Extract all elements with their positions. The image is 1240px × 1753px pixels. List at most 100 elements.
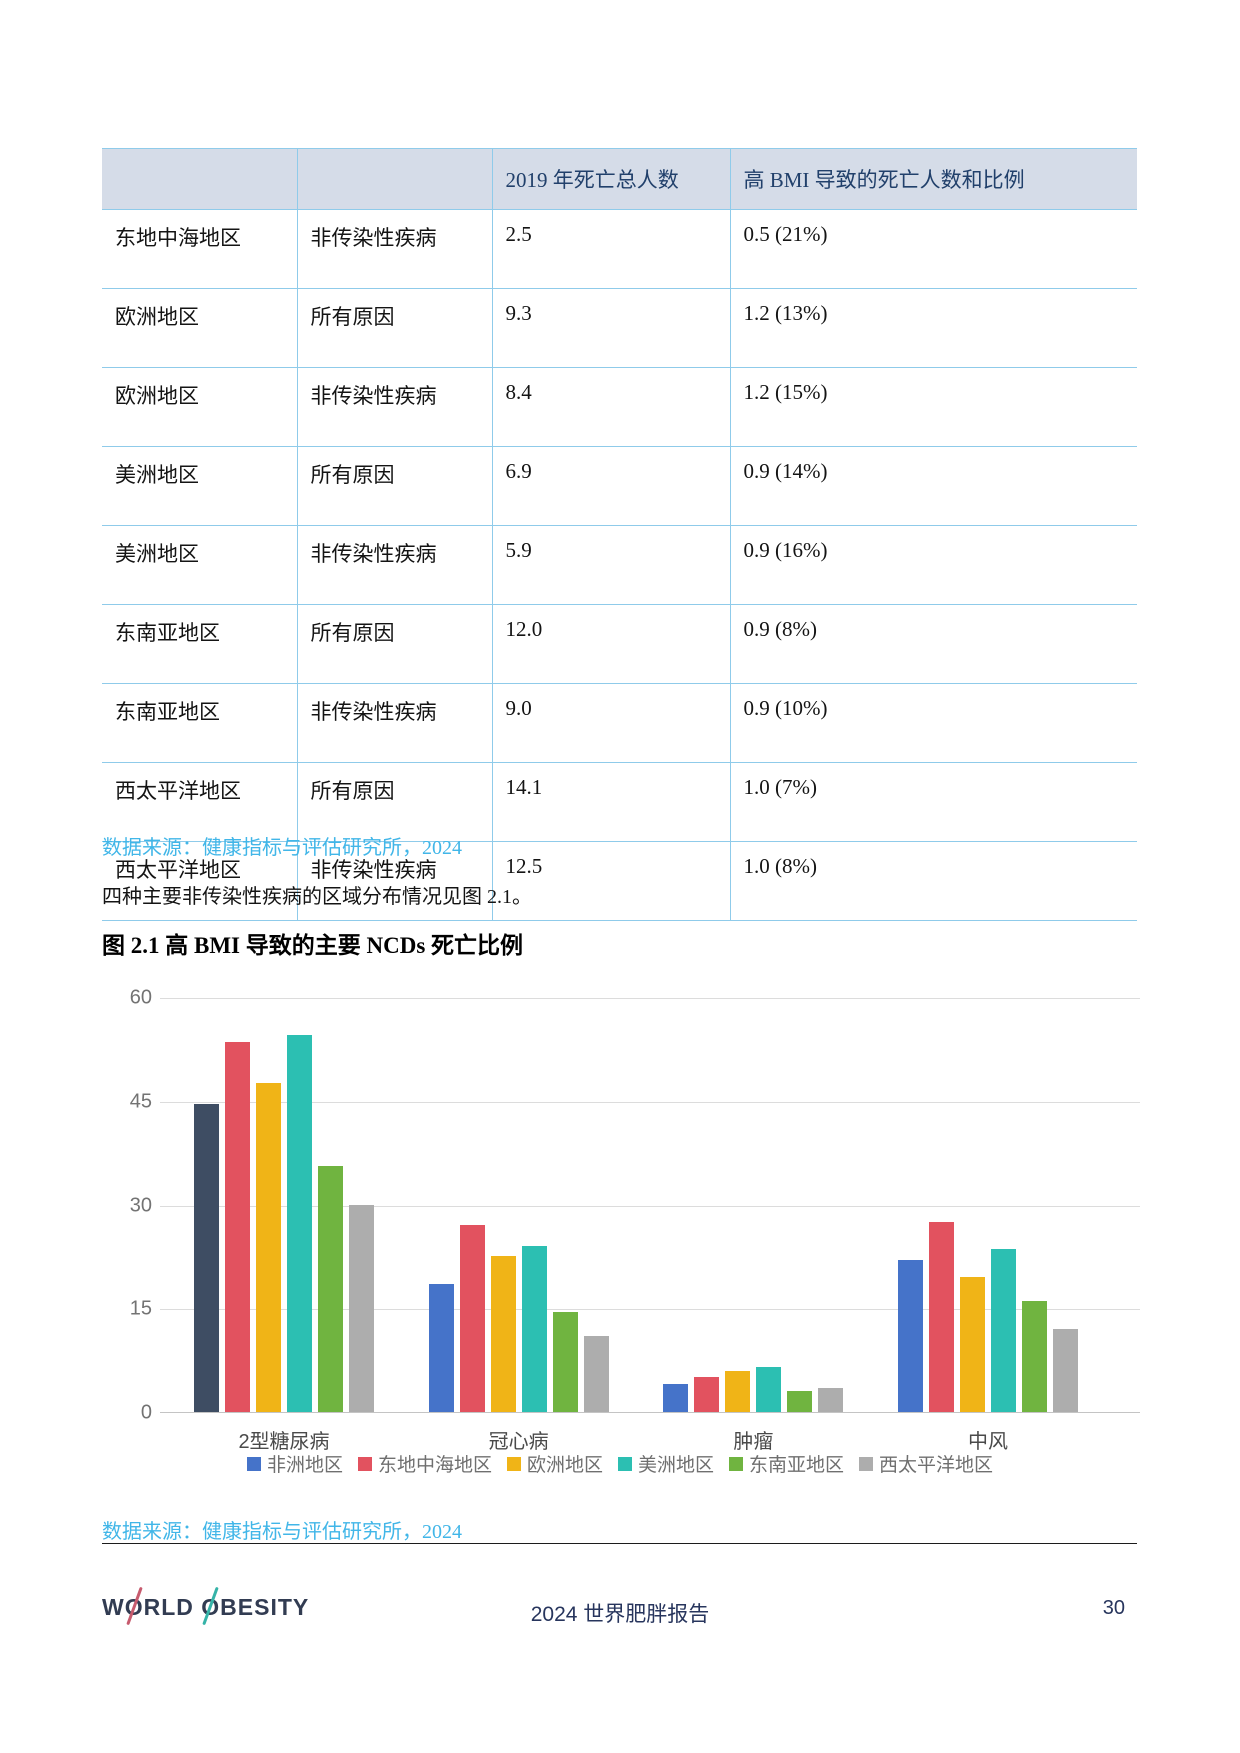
cause-cell: 所有原因: [296, 288, 492, 368]
page-number: 30: [1102, 1597, 1125, 1619]
region-cell: 美洲地区: [102, 446, 297, 526]
chart-bar: [898, 1259, 923, 1412]
total-deaths-cell: 8.4: [491, 367, 730, 447]
bmi-deaths-cell: 0.9 (16%): [729, 525, 1137, 605]
chart-bar: [960, 1277, 985, 1412]
total-deaths-cell: 12.5: [491, 841, 730, 921]
chart-bar: [552, 1311, 578, 1412]
bmi-deaths-cell: 1.2 (15%): [729, 367, 1137, 447]
figure-title: 图 2.1 高 BMI 导致的主要 NCDs 死亡比例: [102, 933, 524, 958]
table-row: 欧洲地区 非传染性疾病 8.4 1.2 (15%): [102, 367, 1137, 447]
legend-label: 非洲地区: [266, 1455, 343, 1476]
gridline: [160, 1412, 1140, 1413]
chart-bar: [318, 1166, 343, 1412]
chart-bar: [991, 1249, 1016, 1412]
chart-bar: [725, 1370, 751, 1412]
cause-cell: 非传染性疾病: [296, 683, 492, 763]
region-cell: 欧洲地区: [102, 367, 297, 447]
deaths-table: 2019 年死亡总人数 高 BMI 导致的死亡人数和比例 东地中海地区 非传染性疾…: [102, 148, 1137, 921]
footer-report-title: 2024 世界肥胖报告: [530, 1603, 710, 1626]
y-tick-label: 30: [129, 1194, 152, 1216]
total-deaths-cell: 9.3: [491, 288, 730, 368]
x-category-label: 冠心病: [488, 1431, 549, 1453]
total-deaths-cell: 14.1: [491, 762, 730, 842]
chart-bar: [787, 1391, 813, 1412]
region-cell: 西太平洋地区: [102, 762, 297, 842]
chart-bar: [256, 1083, 281, 1412]
chart-bar: [194, 1104, 219, 1412]
table-row: 西太平洋地区 所有原因 14.1 1.0 (7%): [102, 762, 1137, 842]
chart-bar: [490, 1256, 516, 1412]
bmi-deaths-cell: 0.9 (10%): [729, 683, 1137, 763]
cause-cell: 所有原因: [296, 446, 492, 526]
legend-label: 美洲地区: [638, 1455, 715, 1476]
x-category-label: 中风: [968, 1431, 1008, 1453]
region-cell: 东南亚地区: [102, 683, 297, 763]
logo-o-obesity: O: [201, 1586, 220, 1626]
chart-x-axis: 2型糖尿病 冠心病 肿瘤 中风: [160, 1425, 1140, 1453]
x-category-label: 肿瘤: [733, 1431, 774, 1453]
cause-cell: 非传染性疾病: [296, 367, 492, 447]
chart-bar: [694, 1377, 720, 1412]
legend-label: 西太平洋地区: [879, 1455, 994, 1476]
cause-cell: 所有原因: [296, 762, 492, 842]
y-tick-label: 15: [129, 1297, 152, 1320]
chart-bar: [521, 1246, 547, 1412]
total-deaths-cell: 6.9: [491, 446, 730, 526]
legend-item: 东南亚地区: [729, 1450, 844, 1477]
legend-item: 美洲地区: [618, 1450, 714, 1477]
table-row: 东地中海地区 非传染性疾病 2.5 0.5 (21%): [102, 209, 1137, 289]
region-cell: 美洲地区: [102, 525, 297, 605]
legend-swatch-icon: [357, 1456, 372, 1471]
chart-bar: [1022, 1301, 1047, 1412]
legend-swatch-icon: [859, 1456, 874, 1471]
table-body: 东地中海地区 非传染性疾病 2.5 0.5 (21%) 欧洲地区 所有原因 9.3 1.2 (…: [102, 209, 1137, 921]
legend-label: 欧洲地区: [526, 1455, 603, 1476]
table-header-blank-2: [296, 148, 492, 210]
chart-plot: [160, 998, 1140, 1413]
total-deaths-cell: 12.0: [491, 604, 730, 684]
total-deaths-cell: 2.5: [491, 209, 730, 289]
gridline: [160, 1309, 1140, 1311]
legend-swatch-icon: [618, 1456, 632, 1471]
region-cell: 欧洲地区: [102, 288, 297, 368]
table-header-bmi-deaths: 高 BMI 导致的死亡人数和比例: [729, 148, 1137, 210]
bmi-deaths-cell: 1.0 (7%): [729, 762, 1137, 842]
chart-bar: [349, 1204, 374, 1412]
footer-divider: [102, 1543, 1137, 1544]
gridline: [160, 998, 1140, 999]
gridline: [160, 1205, 1140, 1207]
cause-cell: 非传染性疾病: [296, 841, 492, 921]
bmi-deaths-cell: 0.9 (8%): [729, 604, 1137, 684]
bmi-deaths-cell: 1.2 (13%): [729, 288, 1137, 368]
y-tick-label: 45: [129, 1090, 152, 1113]
table-row: 欧洲地区 所有原因 9.3 1.2 (13%): [102, 288, 1137, 368]
bmi-deaths-cell: 0.9 (14%): [729, 446, 1137, 526]
bmi-deaths-cell: 0.5 (21%): [729, 209, 1137, 289]
total-deaths-cell: 9.0: [491, 683, 730, 763]
y-tick-label: 0: [140, 1401, 152, 1424]
chart-bar: [428, 1284, 454, 1412]
bmi-deaths-cell: 1.0 (8%): [729, 841, 1137, 921]
legend-label: 东地中海地区: [377, 1455, 492, 1476]
legend-item: 西太平洋地区: [859, 1450, 993, 1477]
table-row: 美洲地区 所有原因 6.9 0.9 (14%): [102, 446, 1137, 526]
x-category-label: 2型糖尿病: [238, 1431, 330, 1453]
chart-bar: [1053, 1329, 1078, 1412]
chart-bar: [818, 1387, 844, 1412]
chart-bar: [663, 1384, 689, 1412]
table-source-note: 数据来源：健康指标与评估研究所，2024: [102, 837, 462, 859]
legend-item: 非洲地区: [246, 1450, 343, 1477]
chart-legend: 非洲地区 东地中海地区 欧洲地区 美洲地区 东南亚地区 西太平洋地区: [0, 1450, 1240, 1477]
legend-swatch-icon: [246, 1456, 261, 1471]
legend-label: 东南亚地区: [749, 1455, 845, 1476]
chart-bar: [459, 1225, 485, 1412]
chart-bar: [583, 1335, 609, 1412]
chart-bar: [225, 1041, 250, 1412]
y-tick-label: 60: [129, 986, 152, 1009]
world-obesity-logo: WORLD OBESITY: [102, 1586, 309, 1626]
chart-bar: [756, 1367, 782, 1412]
chart-source-note: 数据来源：健康指标与评估研究所，2024: [102, 1521, 462, 1543]
table-row: 东南亚地区 所有原因 12.0 0.9 (8%): [102, 604, 1137, 684]
chart-bar: [287, 1035, 312, 1412]
